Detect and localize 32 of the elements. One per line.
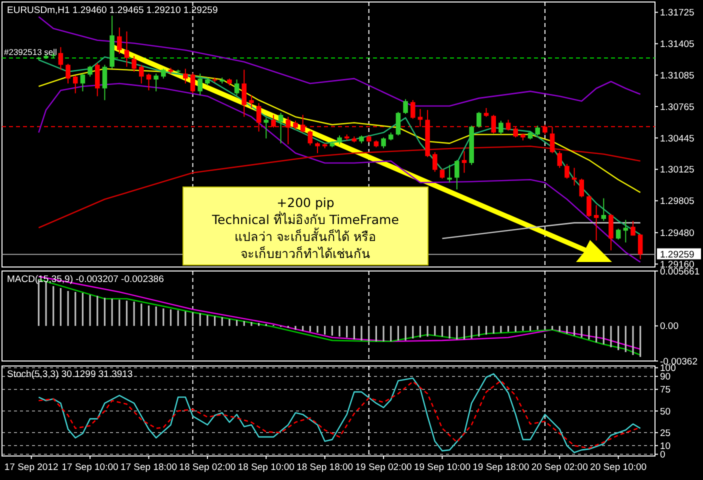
y-tick-label: 75: [660, 384, 671, 396]
y-tick-label: 1.30445: [660, 133, 694, 144]
x-tick-label: 19 Sep 02:00: [355, 462, 412, 473]
chart-title: Stoch(5,3,3) 30.1299 31.3913: [7, 369, 133, 380]
y-tick-label: 1.31725: [660, 8, 694, 19]
y-tick-label: 1.31405: [660, 39, 694, 50]
x-tick-label: 18 Sep 18:00: [296, 462, 354, 473]
y-tick-label: 50: [660, 406, 671, 418]
x-tick-label: 18 Sep 10:00: [238, 462, 294, 473]
x-tick-label: 17 Sep 10:00: [62, 462, 118, 473]
chart-title: EURUSDm,H1 1.29460 1.29465 1.29210 1.29259: [7, 5, 218, 16]
x-tick-label: 18 Sep 02:00: [179, 462, 236, 473]
y-tick-label: 0.00: [660, 321, 678, 332]
y-tick-label: 10: [660, 440, 671, 452]
y-tick-label: 90: [660, 372, 671, 383]
x-tick-label: 19 Sep 10:00: [414, 462, 470, 473]
y-tick-label: 1.30765: [660, 102, 694, 113]
y-tick-label: 0.005661: [660, 266, 700, 278]
x-tick-label: 20 Sep 02:00: [531, 462, 588, 473]
x-tick-label: 20 Sep 10:00: [590, 462, 647, 473]
x-tick-label: 19 Sep 18:00: [472, 462, 530, 473]
y-tick-label: 1.30125: [660, 164, 694, 176]
y-tick-label: 1.29805: [660, 196, 694, 208]
y-tick-label: 1.31085: [660, 70, 694, 82]
y-tick-label: 0: [660, 450, 666, 461]
annotation: +200 pip Technical ที่ไม่อิงกับ TimeFrame แปลว่า จะเก็บสั้นก็ได้ หรือ จะเก็บยาวก็ทำได้เช่นกัน: [211, 195, 400, 261]
y-tick-label: 1.29480: [660, 228, 694, 239]
x-tick-label: 17 Sep 18:00: [120, 462, 178, 473]
y-tick-label: 25: [660, 428, 671, 439]
annotation: #2392513 sell: [4, 46, 58, 57]
x-tick-label: 17 Sep 2012: [4, 462, 58, 473]
ref-line-label: 1.29259: [660, 250, 694, 261]
